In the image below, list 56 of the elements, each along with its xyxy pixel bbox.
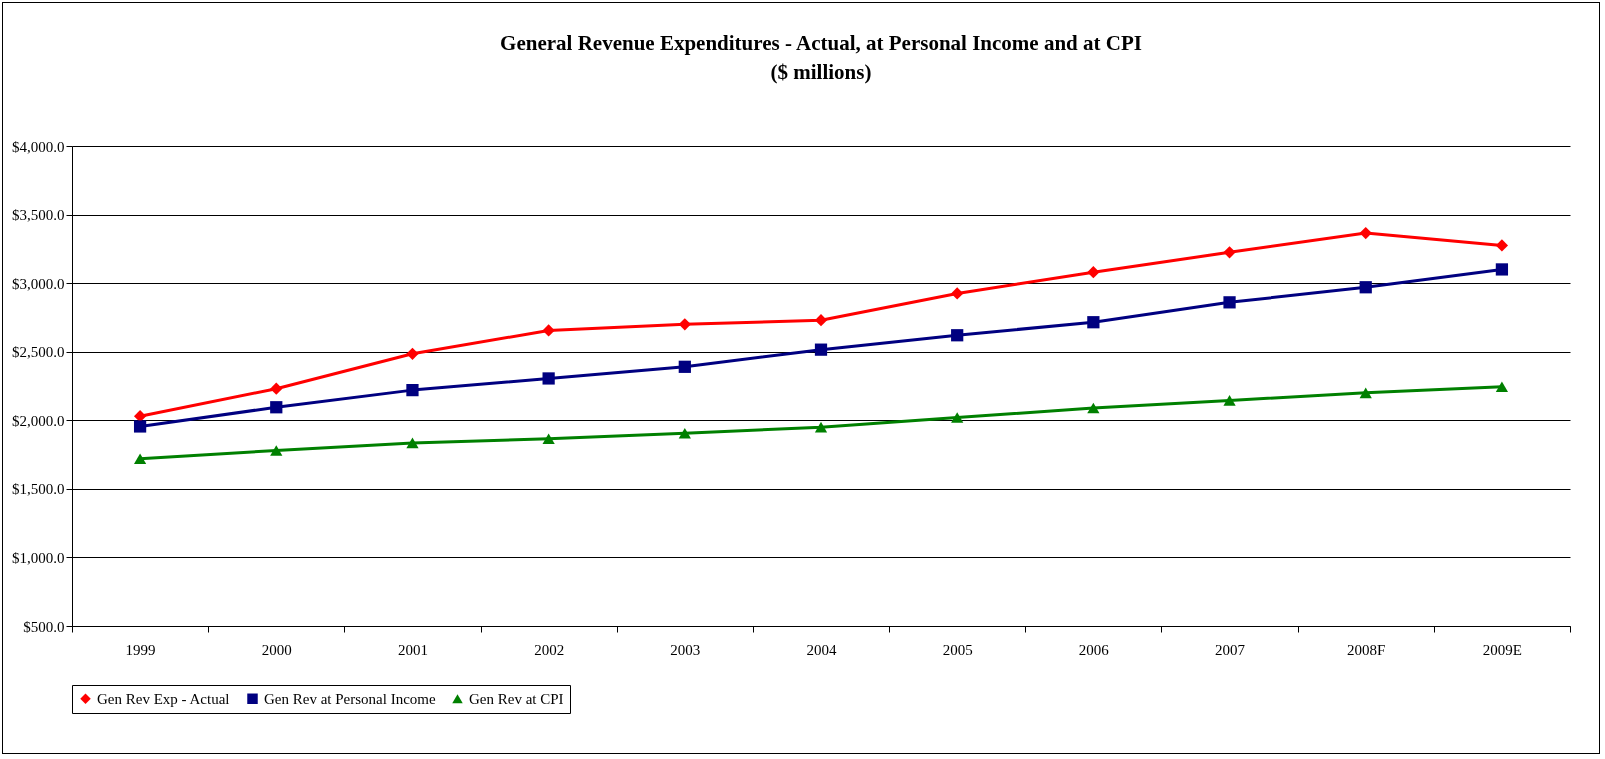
point [406, 437, 419, 449]
point [133, 420, 147, 433]
y-tick-label: $1,500.0 [12, 481, 65, 498]
legend-label: Gen Rev at Personal Income [264, 690, 436, 707]
point [814, 314, 828, 327]
point [1087, 316, 1100, 329]
point [814, 343, 828, 356]
point [270, 445, 283, 456]
point [542, 372, 555, 385]
point [1495, 239, 1509, 252]
point [406, 347, 419, 360]
point [1359, 226, 1372, 240]
legend-label: Gen Rev at CPI [469, 690, 564, 707]
x-tick-label: 2005 [942, 641, 973, 658]
point [133, 410, 147, 423]
point [1223, 395, 1236, 406]
point [1359, 281, 1372, 294]
point [542, 324, 555, 337]
point [951, 329, 964, 342]
point [1087, 266, 1100, 279]
legend-label: Gen Rev Exp - Actual [97, 690, 230, 707]
point [270, 382, 283, 395]
x-tick-label: 2009E [1482, 641, 1522, 658]
y-tick-label: $1,000.0 [12, 549, 65, 566]
x-tick-label: 2003 [670, 641, 701, 658]
point [133, 453, 147, 464]
point [270, 401, 283, 414]
y-tick-label: $500.0 [23, 618, 65, 635]
point [1087, 402, 1100, 414]
point [1359, 387, 1372, 399]
x-tick-label: 2001 [397, 641, 428, 658]
point [542, 433, 555, 445]
point [406, 383, 419, 397]
point [1223, 246, 1236, 259]
x-tick-label: 2007 [1215, 641, 1246, 658]
y-tick-label: $3,500.0 [12, 207, 65, 224]
point [1223, 296, 1236, 309]
point [951, 412, 964, 423]
x-tick-label: 2008F [1347, 641, 1386, 658]
point [678, 428, 691, 439]
point [678, 360, 691, 373]
x-tick-label: 2004 [806, 641, 837, 658]
point [814, 421, 828, 433]
chart-title: General Revenue Expenditures - Actual, at Personal Income and at CPI [500, 31, 1142, 55]
y-tick-label: $2,000.0 [12, 412, 65, 429]
chart-subtitle: ($ millions) [770, 60, 872, 84]
point [1495, 263, 1509, 276]
x-tick-label: 1999 [125, 641, 156, 658]
x-tick-label: 2006 [1078, 641, 1110, 658]
x-tick-label: 2000 [261, 641, 292, 658]
y-tick-label: $2,500.0 [12, 344, 65, 361]
y-tick-label: $4,000.0 [12, 138, 65, 155]
y-tick-label: $3,000.0 [12, 275, 65, 292]
point [951, 287, 964, 300]
point [1495, 381, 1509, 392]
x-tick-label: 2002 [534, 641, 565, 658]
